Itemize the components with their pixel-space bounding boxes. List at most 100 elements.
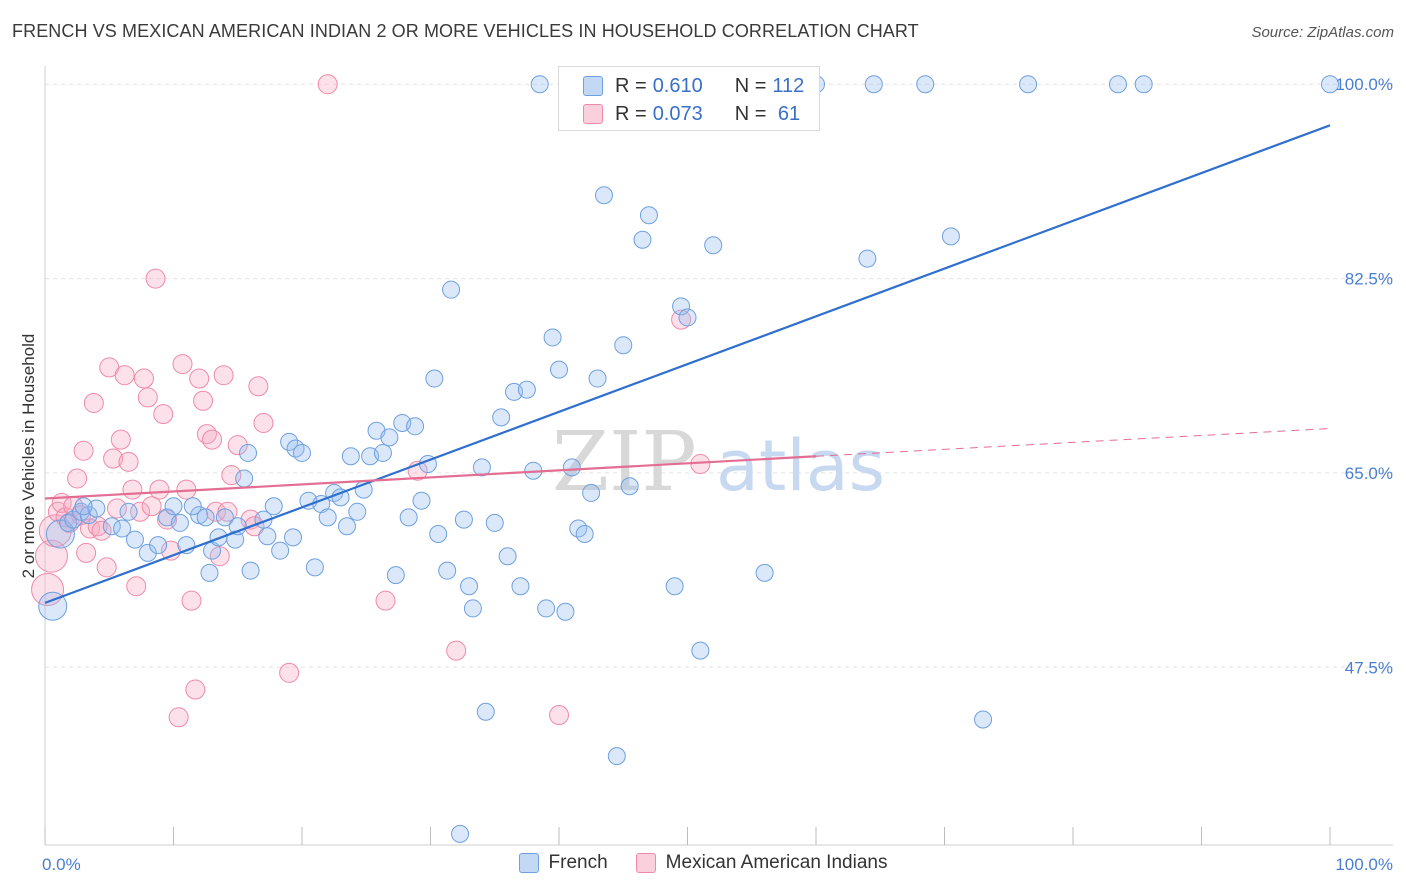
axes xyxy=(44,66,1393,846)
x-tick-label-min: 0.0% xyxy=(42,855,81,874)
mexican-r-value: 0.073 xyxy=(652,102,703,125)
mexican-point-18 xyxy=(103,448,124,469)
french-point-91 xyxy=(678,308,697,327)
french-point-109 xyxy=(183,497,202,516)
french-point-99 xyxy=(864,75,883,94)
french-point-34 xyxy=(293,443,311,462)
mexican-point-34 xyxy=(168,707,189,728)
watermark-atlas: atlas xyxy=(716,425,885,507)
legend-label-mexican: Mexican American Indians xyxy=(665,852,888,873)
legend-item-french: French xyxy=(518,852,608,874)
french-point-38 xyxy=(318,508,337,527)
mexican-point-42 xyxy=(202,429,223,450)
mexican-point-24 xyxy=(126,576,147,597)
french-trend-line xyxy=(44,124,1331,604)
mexican-point-37 xyxy=(181,590,202,611)
french-r-value: 0.610 xyxy=(652,74,703,97)
mexican-point-0 xyxy=(31,573,65,607)
french-point-98 xyxy=(858,249,877,268)
mexican-point-35 xyxy=(172,354,193,375)
series-legend: French Mexican American Indians xyxy=(0,852,1406,874)
french-point-36 xyxy=(305,558,324,577)
french-point-93 xyxy=(704,236,723,255)
mexican-point-19 xyxy=(106,498,127,519)
french-point-31 xyxy=(280,432,299,451)
mexican-n-value: 61 xyxy=(772,102,801,125)
french-point-58 xyxy=(442,280,461,299)
y-tick-label-3: 100.0% xyxy=(1335,75,1393,94)
mexican-point-13 xyxy=(83,392,104,413)
mexican-point-11 xyxy=(76,542,97,563)
mexican-point-57 xyxy=(446,640,467,661)
mexican-point-28 xyxy=(141,496,162,517)
mexican-point-30 xyxy=(149,479,170,500)
french-point-8 xyxy=(113,519,132,538)
french-point-51 xyxy=(399,508,418,527)
french-point-11 xyxy=(149,536,168,555)
french-point-53 xyxy=(412,491,431,510)
legend-row-mexican: R = 0.073 N = 61 xyxy=(583,100,800,128)
french-point-69 xyxy=(511,577,530,596)
french-n-label: N = xyxy=(734,74,767,97)
gridlines xyxy=(45,83,1393,668)
mexican-point-53 xyxy=(279,662,300,683)
french-point-17 xyxy=(196,508,215,527)
french-point-64 xyxy=(476,702,495,721)
french-legend-swatch xyxy=(518,853,539,873)
french-point-105 xyxy=(1134,75,1153,94)
french-point-43 xyxy=(348,502,367,521)
mexican-point-54 xyxy=(317,74,338,95)
french-point-47 xyxy=(373,443,392,462)
source-label: Source: ZipAtlas.com xyxy=(1251,24,1394,41)
legend-label-french: French xyxy=(548,852,608,873)
french-point-101 xyxy=(941,227,960,246)
french-point-13 xyxy=(164,497,183,516)
french-point-2 xyxy=(59,513,78,532)
mexican-point-43 xyxy=(205,501,226,522)
french-point-28 xyxy=(258,527,277,546)
french-point-76 xyxy=(556,602,575,621)
french-point-79 xyxy=(575,525,594,544)
mexican-trend-extension xyxy=(815,428,1331,457)
mexican-point-22 xyxy=(118,451,139,472)
french-point-77 xyxy=(562,458,581,477)
chart-title: FRENCH VS MEXICAN AMERICAN INDIAN 2 OR M… xyxy=(12,21,919,41)
french-point-86 xyxy=(633,230,652,249)
mexican-point-52 xyxy=(253,412,274,433)
french-point-59 xyxy=(451,824,470,843)
mexican-point-39 xyxy=(189,368,210,389)
french-point-73 xyxy=(537,599,556,618)
french-point-107 xyxy=(74,497,93,516)
french-point-102 xyxy=(974,710,993,729)
french-point-100 xyxy=(916,75,935,94)
french-point-57 xyxy=(438,561,457,580)
french-swatch xyxy=(583,76,603,96)
french-point-52 xyxy=(406,417,425,436)
french-point-5 xyxy=(79,506,98,525)
french-point-61 xyxy=(460,577,479,596)
french-point-49 xyxy=(386,566,405,585)
french-r-label: R = xyxy=(615,74,647,97)
french-point-72 xyxy=(530,75,549,94)
mexican-point-10 xyxy=(73,440,94,461)
french-point-65 xyxy=(485,513,504,532)
french-point-21 xyxy=(215,508,234,527)
french-point-90 xyxy=(672,297,691,316)
french-point-106 xyxy=(1321,75,1339,94)
mexican-points xyxy=(31,74,711,728)
correlation-legend: R = 0.610 N = 112 R = 0.073 N = 61 xyxy=(558,66,820,131)
watermark: ZIP atlas xyxy=(552,415,885,510)
french-point-14 xyxy=(170,513,189,532)
french-n-value: 112 xyxy=(772,74,805,97)
french-point-83 xyxy=(607,747,626,766)
french-point-80 xyxy=(582,483,601,502)
french-point-55 xyxy=(425,369,444,388)
mexican-point-21 xyxy=(114,365,135,386)
mexican-point-26 xyxy=(133,368,154,389)
mexican-point-40 xyxy=(193,390,214,411)
french-point-32 xyxy=(284,528,303,547)
mexican-point-59 xyxy=(671,309,692,330)
mexican-r-label: R = xyxy=(615,102,647,125)
french-point-89 xyxy=(665,577,684,596)
